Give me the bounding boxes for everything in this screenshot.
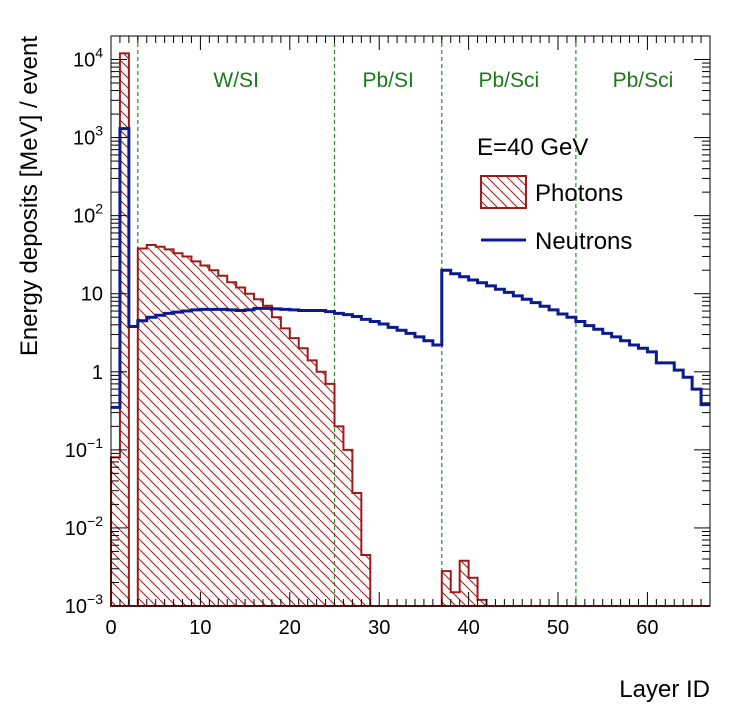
y-tick-label: 102: [73, 201, 103, 228]
region-labels: W/SI Pb/SI Pb/Sci Pb/Sci: [213, 69, 673, 92]
y-tick-exponent: −2: [87, 513, 103, 529]
x-tick-label: 0: [105, 617, 116, 639]
x-tick-label: 60: [636, 617, 658, 639]
y-tick-exponent: 4: [95, 45, 103, 61]
x-axis-title: Layer ID: [619, 676, 710, 703]
neutrons-series: [111, 127, 710, 409]
legend-neutrons-label: Neutrons: [535, 228, 632, 255]
y-tick-label: 1: [92, 362, 103, 384]
y-tick-label: 103: [73, 123, 103, 150]
y-tick-mantissa: 10: [73, 50, 95, 72]
y-tick-label: 10: [81, 284, 103, 306]
legend-photons-label: Photons: [535, 180, 623, 207]
region-label: Pb/SI: [362, 69, 413, 92]
axes: 0 10 20 30 40 50 6010−310−210−1110102103104Lay…: [16, 35, 711, 703]
region-label: Pb/Sci: [478, 69, 539, 92]
region-label: W/SI: [213, 69, 259, 92]
plot-frame: [110, 35, 711, 607]
x-tick-label: 30: [368, 617, 390, 639]
y-tick-label: 104: [73, 45, 103, 72]
y-tick-mantissa: 10: [65, 518, 87, 540]
y-tick-mantissa: 10: [65, 440, 87, 462]
y-tick-exponent: 3: [95, 123, 103, 139]
legend: E=40 GeV Photons Neutrons: [477, 134, 632, 255]
y-tick-mantissa: 10: [73, 128, 95, 150]
y-tick-label: 10−3: [65, 591, 103, 618]
y-tick-label: 10−2: [65, 513, 103, 540]
x-tick-label: 10: [189, 617, 211, 639]
photons-hatch-fill: [111, 53, 710, 606]
legend-photons-swatch: [480, 175, 527, 209]
y-tick-exponent: −1: [87, 435, 103, 451]
neutrons-line: [111, 127, 710, 409]
y-tick-exponent: −3: [87, 591, 103, 607]
y-tick-mantissa: 10: [73, 206, 95, 228]
x-tick-label: 20: [279, 617, 301, 639]
photons-series: [110, 52, 710, 607]
region-label: Pb/Sci: [613, 69, 674, 92]
x-tick-label: 50: [547, 617, 569, 639]
y-tick-label: 10−1: [65, 435, 103, 462]
y-tick-mantissa: 10: [65, 596, 87, 618]
y-axis-title: Energy deposits [MeV] / event: [16, 36, 43, 357]
y-tick-exponent: 2: [95, 201, 103, 217]
x-tick-label: 40: [457, 617, 479, 639]
region-boundaries: [137, 36, 577, 606]
energy-annotation: E=40 GeV: [477, 134, 588, 161]
